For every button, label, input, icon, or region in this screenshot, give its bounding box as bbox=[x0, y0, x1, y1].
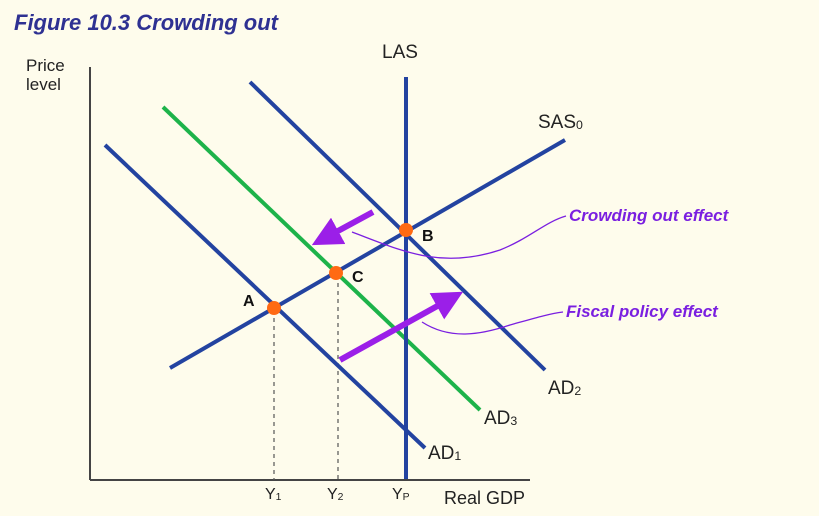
fiscal-pointer-line bbox=[421, 311, 564, 335]
x-axis-label: Real GDP bbox=[444, 488, 526, 508]
las-label: LAS bbox=[382, 42, 418, 63]
figure-title: Figure 10.3 Crowding out bbox=[14, 10, 279, 35]
tick-y2-main: Y bbox=[327, 486, 338, 503]
tick-y1-sub: 1 bbox=[275, 492, 282, 504]
ad2-main: AD bbox=[548, 378, 575, 399]
tick-y2-sub: 2 bbox=[337, 492, 344, 504]
ad1-sub: 1 bbox=[454, 449, 462, 464]
point-c-label: C bbox=[352, 269, 364, 286]
ad3-sub: 3 bbox=[510, 414, 518, 429]
ad2-curve bbox=[248, 80, 547, 372]
point-b-label: B bbox=[422, 228, 434, 245]
sas-main: SAS bbox=[538, 112, 577, 133]
crowding-pointer-line bbox=[351, 215, 567, 259]
ad3-main: AD bbox=[484, 408, 511, 429]
ad1-label: AD1 bbox=[428, 443, 461, 465]
tick-yp: YP bbox=[392, 486, 410, 504]
ad3-label: AD3 bbox=[484, 408, 517, 430]
sas-curve bbox=[169, 138, 566, 370]
sas-label: SAS0 bbox=[538, 112, 583, 134]
y-axis-label: Price level bbox=[26, 56, 65, 94]
ad1-curve bbox=[103, 143, 427, 450]
fiscal-arrow bbox=[338, 291, 464, 363]
crowding-arrow bbox=[311, 209, 375, 246]
sas-sub: 0 bbox=[576, 118, 583, 133]
point-a-label: A bbox=[243, 293, 255, 310]
ad3-curve bbox=[161, 105, 482, 412]
y-label-line2: level bbox=[26, 75, 61, 94]
crowding-out-effect-label: Crowding out effect bbox=[569, 206, 729, 225]
tick-y1: Y1 bbox=[265, 486, 281, 504]
tick-yp-main: Y bbox=[392, 486, 403, 503]
y-label-line1: Price bbox=[26, 56, 65, 75]
ad2-label: AD2 bbox=[548, 378, 581, 400]
tick-y2: Y2 bbox=[327, 486, 343, 504]
tick-y1-main: Y bbox=[265, 486, 276, 503]
point-c bbox=[329, 266, 343, 280]
ad1-main: AD bbox=[428, 443, 455, 464]
ad2-sub: 2 bbox=[574, 384, 582, 399]
tick-yp-sub: P bbox=[402, 492, 410, 504]
fiscal-policy-effect-label: Fiscal policy effect bbox=[566, 302, 718, 321]
point-b bbox=[399, 223, 413, 237]
point-a bbox=[267, 301, 281, 315]
